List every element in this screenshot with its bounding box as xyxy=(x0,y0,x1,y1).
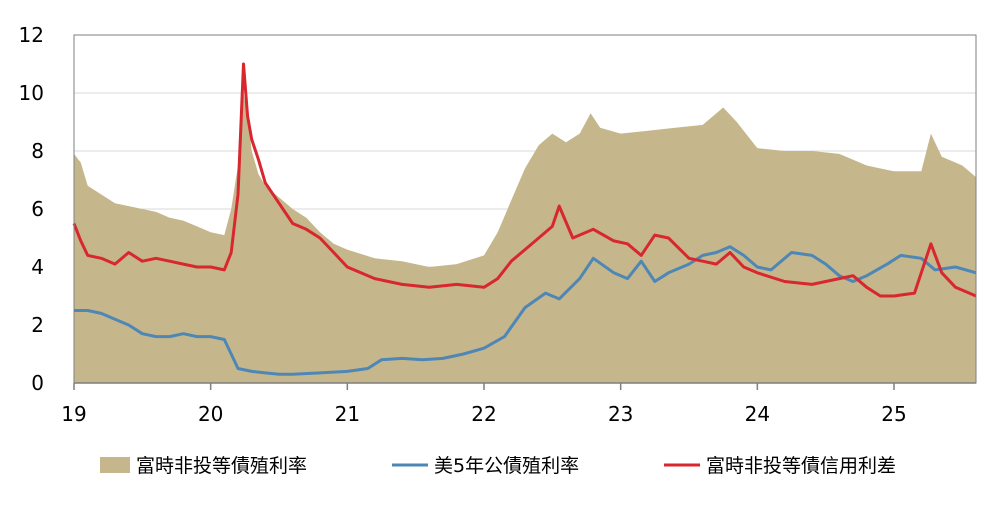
legend: 富時非投等債殖利率 美5年公債殖利率 富時非投等債信用利差 xyxy=(100,455,896,477)
x-tick-label: 21 xyxy=(335,402,360,426)
series-line-1 xyxy=(74,245,977,376)
legend-swatch-area xyxy=(100,457,130,473)
area-layer xyxy=(74,93,976,383)
y-tick-label: 10 xyxy=(19,81,44,105)
x-tick-label: 25 xyxy=(881,402,906,426)
series-line-2 xyxy=(72,62,977,298)
legend-label: 美5年公債殖利率 xyxy=(434,455,579,477)
y-tick-label: 2 xyxy=(31,313,44,337)
x-tick-label: 23 xyxy=(608,402,633,426)
legend-label: 富時非投等債殖利率 xyxy=(136,455,307,477)
y-tick-label: 0 xyxy=(31,371,44,395)
y-tick-label: 4 xyxy=(31,255,44,279)
line-layer xyxy=(72,62,977,376)
x-tick-label: 20 xyxy=(198,402,223,426)
y-tick-label: 8 xyxy=(31,139,44,163)
y-tick-label: 6 xyxy=(31,197,44,221)
legend-label: 富時非投等債信用利差 xyxy=(706,455,896,477)
x-tick-label: 22 xyxy=(471,402,496,426)
x-tick-label: 24 xyxy=(745,402,770,426)
x-tick-label: 19 xyxy=(61,402,86,426)
y-tick-label: 12 xyxy=(19,23,44,47)
series-area-0 xyxy=(74,93,976,383)
